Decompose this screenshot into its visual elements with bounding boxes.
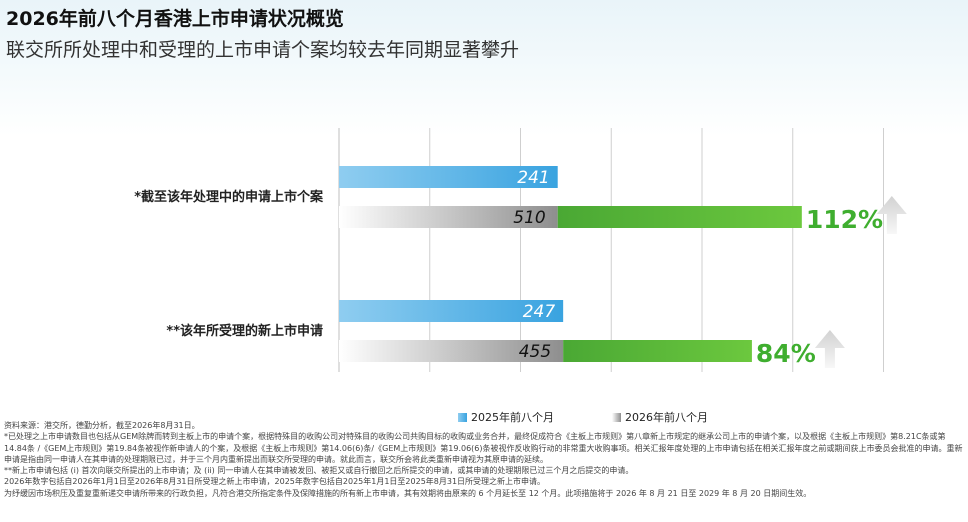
bar-2026-base xyxy=(339,340,564,362)
category-label: *截至该年处理中的申请上市个案 xyxy=(134,189,324,205)
bar-chart: *截至该年处理中的申请上市个案 241 510 112% **该年所受理的新上市申请 24… xyxy=(134,128,907,372)
bar-value-2025: 241 xyxy=(517,168,549,188)
footnote-processing: *已处理之上市申请数目也包括从GEM除牌而转到主板上市的申请个案，根据特殊目的收… xyxy=(4,432,963,464)
legend-swatch-2026 xyxy=(612,412,621,422)
bar-value-2025: 247 xyxy=(523,302,556,322)
category-label: **该年所受理的新上市申请 xyxy=(166,323,323,339)
growth-percentage: 84% xyxy=(756,339,816,368)
bar-value-2026: 510 xyxy=(513,208,545,228)
footnote-period: 2026年数字包括自2026年1月1日至2026年8月31日所受理之新上市申请，… xyxy=(4,477,546,487)
legend-label-2025: 2025年前八个月 xyxy=(471,411,554,424)
legend-item-2026: 2026年前八个月 xyxy=(612,409,708,425)
up-arrow-icon xyxy=(876,196,907,234)
legend-item-2025: 2025年前八个月 xyxy=(458,409,554,425)
bar-2026-growth xyxy=(557,206,802,228)
footnote-validity: 为纾缓因市场积压及重复重新递交申请所带来的行政负担，凡符合港交所指定条件及保障措… xyxy=(4,488,812,498)
bar-2025 xyxy=(339,300,564,322)
legend-swatch-2025 xyxy=(458,412,467,422)
bar-value-2026: 455 xyxy=(519,342,551,362)
page-title: 2026年前八个月香港上市申请状况概览 xyxy=(6,8,344,30)
footnotes: 资料来源：港交所，德勤分析，截至2026年8月31日。 *已处理之上市申请数目也… xyxy=(4,420,964,499)
bar-2025 xyxy=(339,166,558,188)
bar-2026-base xyxy=(339,206,558,228)
bar-2026-growth xyxy=(563,340,752,362)
footnote-new-applications: **新上市申请包括 (i) 首次向联交所提出的上市申请；及 (ii) 同一申请人… xyxy=(4,466,634,476)
source-note: 资料来源：港交所，德勤分析，截至2026年8月31日。 xyxy=(4,421,200,430)
page-subtitle: 联交所所处理中和受理的上市申请个案均较去年同期显著攀升 xyxy=(6,39,520,61)
growth-percentage: 112% xyxy=(806,205,883,234)
legend-label-2026: 2026年前八个月 xyxy=(625,411,708,424)
up-arrow-icon xyxy=(814,330,845,368)
